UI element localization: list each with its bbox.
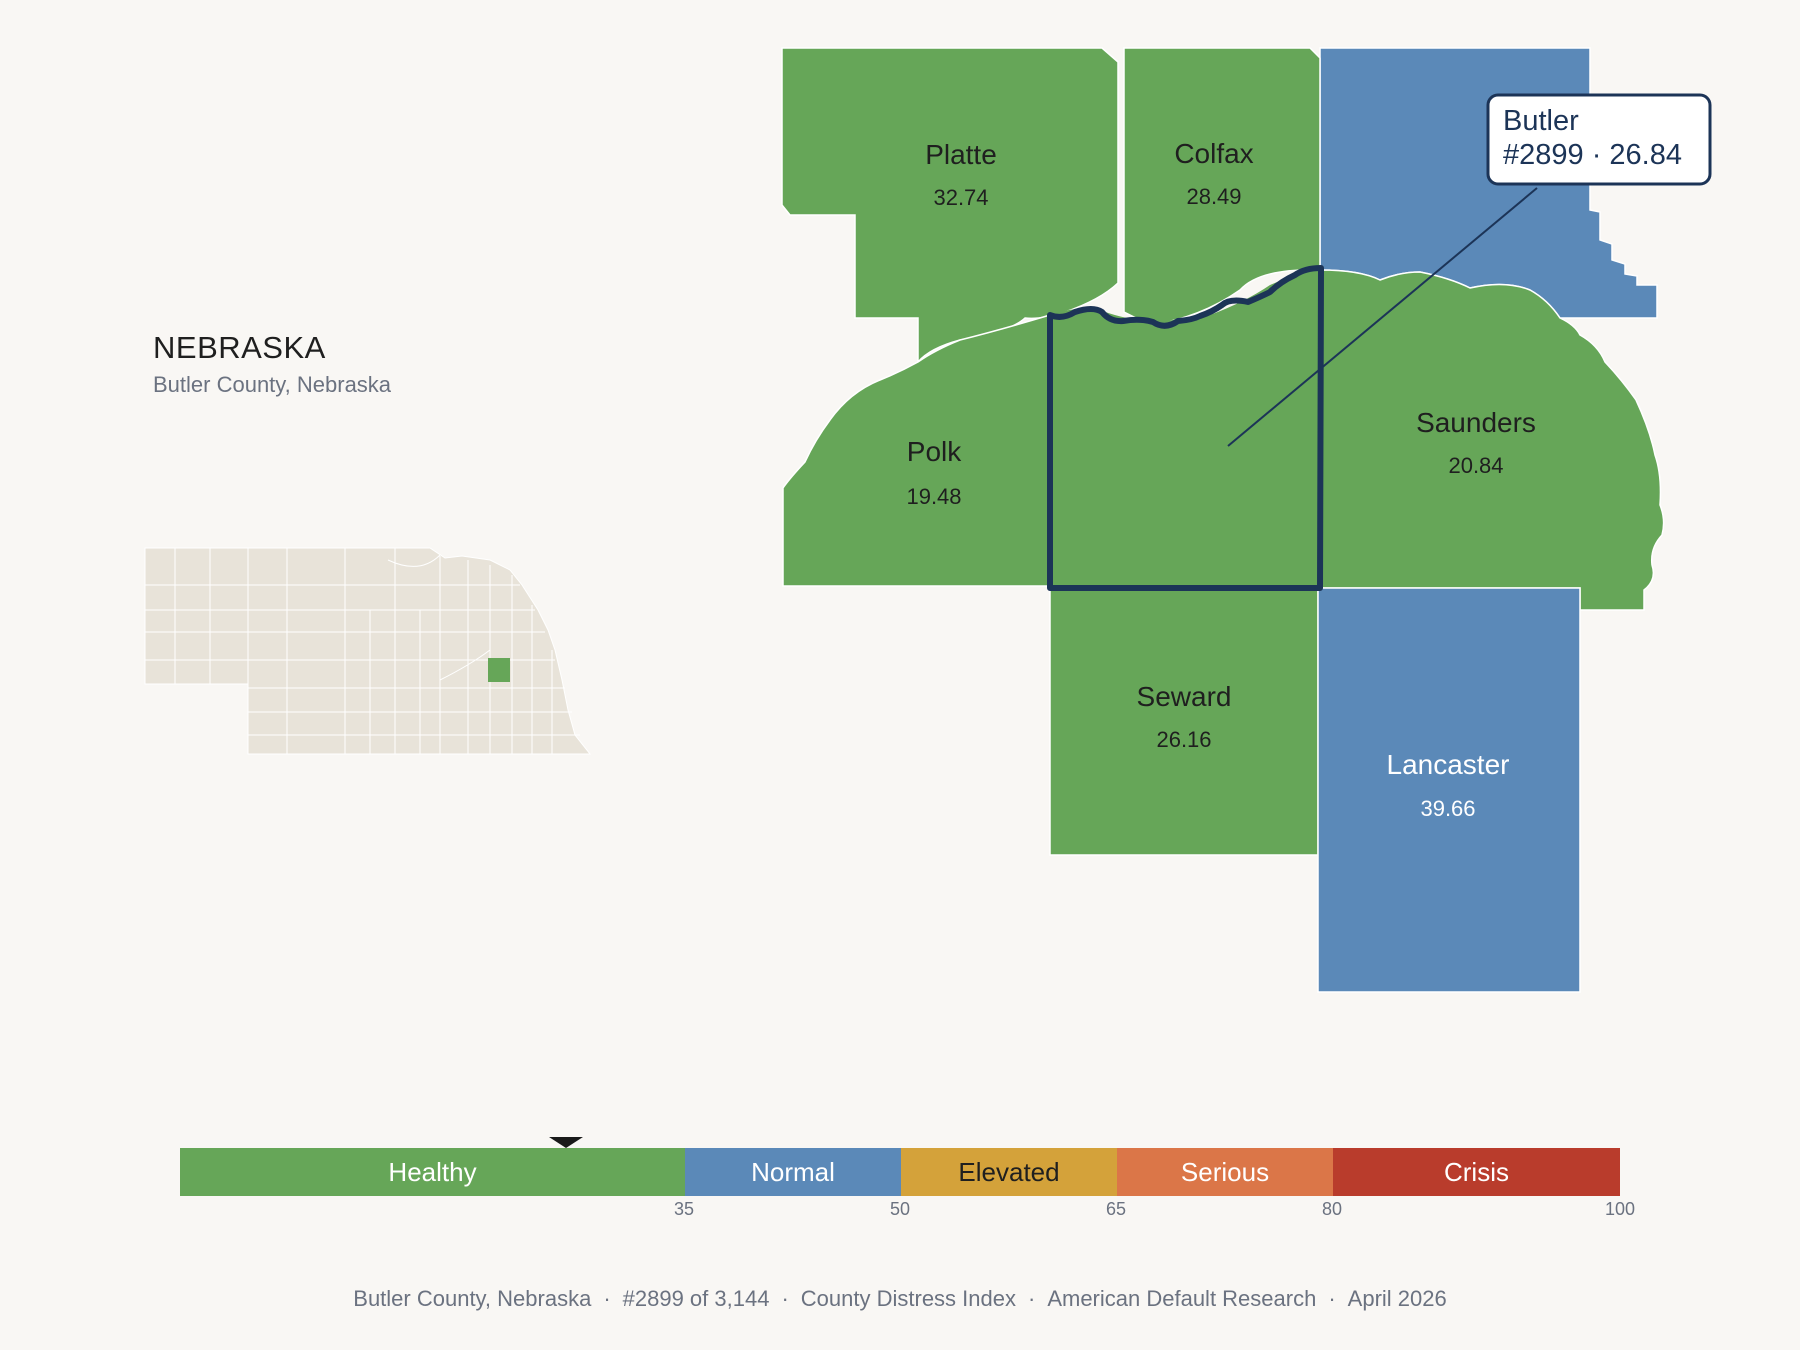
county-label-colfax: Colfax [1174,138,1253,169]
butler-callout: Butler #2899 · 26.84 [1486,93,1712,186]
distress-legend: Healthy Normal Elevated Serious Crisis [180,1148,1620,1196]
state-inset-map [144,547,592,755]
footer-source: American Default Research [1047,1286,1317,1311]
county-label-lancaster: Lancaster [1387,749,1510,780]
county-value-platte: 32.74 [933,185,988,210]
legend-segment-elevated: Elevated [901,1148,1117,1196]
county-butler[interactable] [1050,270,1320,588]
state-subtitle: Butler County, Nebraska [153,372,392,397]
county-label-polk: Polk [907,436,962,467]
callout-county-name: Butler [1503,105,1579,137]
county-value-saunders: 20.84 [1448,453,1503,478]
county-saunders[interactable] [1319,269,1665,611]
butler-highlight-outline [1047,265,1324,591]
footer-index: County Distress Index [800,1286,1016,1311]
county-value-seward: 26.16 [1156,727,1211,752]
county-lancaster[interactable] [1317,587,1581,993]
butler-inset-highlight [488,658,510,682]
county-value-colfax: 28.49 [1186,184,1241,209]
legend-tick-65: 65 [1105,1199,1127,1219]
state-title: NEBRASKA [153,330,326,365]
county-label-saunders: Saunders [1416,407,1536,438]
footer: Butler County, Nebraska · #2899 of 3,144 · C… [353,1286,1447,1311]
county-polk[interactable] [782,313,1051,587]
legend-position-marker [549,1137,583,1148]
footer-rank: #2899 of 3,144 [622,1286,770,1311]
legend-tick-35: 35 [673,1199,695,1219]
footer-county: Butler County, Nebraska [353,1286,592,1311]
footer-date: April 2026 [1347,1286,1447,1311]
legend-segment-serious: Serious [1117,1148,1333,1196]
legend-tick-80: 80 [1321,1199,1343,1219]
county-value-polk: 19.48 [906,484,961,509]
legend-tick-50: 50 [889,1199,911,1219]
legend-tick-100: 100 [1604,1199,1636,1219]
callout-rank-value: #2899 · 26.84 [1503,139,1682,171]
callout-leader-line [1227,187,1538,447]
county-value-lancaster: 39.66 [1420,796,1475,821]
county-label-platte: Platte [925,139,997,170]
county-labels: Platte 32.74 Colfax 28.49 Polk 19.48 Sau… [906,138,1535,821]
legend-segment-healthy: Healthy [180,1148,685,1196]
county-seward[interactable] [1049,587,1319,856]
legend-segment-crisis: Crisis [1333,1148,1620,1196]
legend-segment-normal: Normal [685,1148,901,1196]
county-label-seward: Seward [1137,681,1232,712]
county-platte[interactable] [781,47,1119,365]
